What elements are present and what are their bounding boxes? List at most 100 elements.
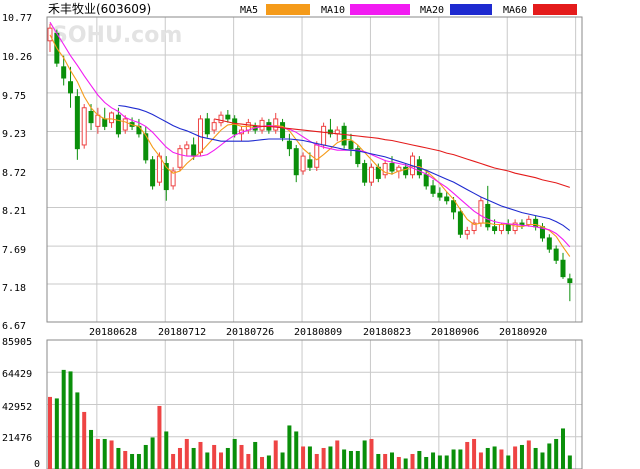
candle-body [546,237,552,250]
chart-title: 禾丰牧业(603609) [48,2,151,16]
volume-bar [260,456,265,469]
legend-ma60-label: MA60 [503,5,527,16]
ma5-line [49,34,571,257]
candle-body [560,259,566,278]
volume-bar [567,455,572,469]
volume-bar [89,429,94,469]
candle-body [177,148,183,168]
volume-bar [335,440,340,469]
candle-body [102,118,108,127]
candle-body [368,166,374,183]
candle-body [492,226,498,231]
volume-bar [314,453,319,469]
volume-bar [212,444,217,469]
volume-bar [547,443,552,469]
candle-body [109,112,115,124]
candle-body [280,122,286,139]
volume-bar [130,453,135,469]
candle-body [293,148,299,176]
volume-bar [109,440,114,469]
price-tick: 7.69 [2,245,26,256]
volume-bar [239,444,244,469]
candle-body [68,81,74,94]
price-tick: 6.67 [2,321,26,332]
candle-body [471,222,477,231]
volume-bar [437,455,442,469]
candle-body [423,174,429,187]
candle-body [300,155,306,172]
volume-bar [136,453,141,469]
candle-body [170,170,176,187]
candle-body [553,248,559,261]
volume-bar [362,440,367,469]
candle-body [225,114,231,120]
candle-body [519,222,525,226]
candle-body [533,218,539,228]
ma60-line [214,118,570,188]
volume-bar [301,446,306,469]
volume-bar [191,447,196,469]
volume-bar [451,449,456,469]
legend-ma10-label: MA10 [321,5,345,16]
candlestick-series [47,23,573,302]
candle-body [150,159,156,187]
volume-bar [219,452,223,469]
price-tick: 10.26 [2,52,32,63]
candle-body [430,185,436,194]
candle-body [437,192,443,198]
grid-lines [47,17,582,469]
legend-ma20-swatch [450,4,492,15]
volume-bar [369,438,374,469]
price-tick: 10.77 [2,13,32,24]
volume-bar [61,369,66,469]
candle-body [95,114,101,127]
volume-bars [48,369,572,469]
volume-bar [417,450,422,469]
volume-bar [485,447,490,469]
volume-bar [273,440,278,469]
volume-bar [472,438,477,469]
candle-body [218,114,224,124]
volume-bar [431,452,436,469]
volume-bar [171,453,176,469]
candle-body [232,118,238,135]
candle-body [526,218,532,226]
date-tick: 20180726 [226,327,274,338]
volume-bar [95,438,100,469]
volume-bar [376,453,381,469]
volume-bar [506,455,511,469]
ma20-line [118,104,571,231]
volume-bar [123,450,128,469]
chart-frame [46,16,583,469]
volume-bar [499,449,504,469]
volume-bar [54,398,59,469]
candle-body [327,129,333,135]
volume-bar [444,455,449,469]
price-tick: 9.23 [2,129,26,140]
price-tick: 8.72 [2,168,26,179]
legend-ma5-swatch [266,4,310,15]
volume-bar [102,438,107,469]
volume-bar [526,440,531,469]
volume-bar [48,396,52,469]
volume-bar [205,452,210,469]
candle-body [478,200,484,224]
candle-body [88,110,94,124]
volume-bar [75,392,80,469]
candle-body [567,278,573,284]
candle-body [47,27,53,42]
date-tick: 20180628 [89,327,137,338]
volume-bar [184,438,189,469]
date-axis: 20180628 20180712 20180726 20180809 2018… [89,327,547,338]
candle-body [382,163,388,176]
volume-bar [321,447,326,469]
legend-ma5-label: MA5 [240,5,258,16]
volume-bar [342,449,347,469]
legend-ma20-label: MA20 [420,5,444,16]
candle-body [307,159,313,168]
candle-body [81,107,87,146]
candle-body [341,125,347,146]
candle-body [362,163,368,183]
candle-body [156,155,162,183]
